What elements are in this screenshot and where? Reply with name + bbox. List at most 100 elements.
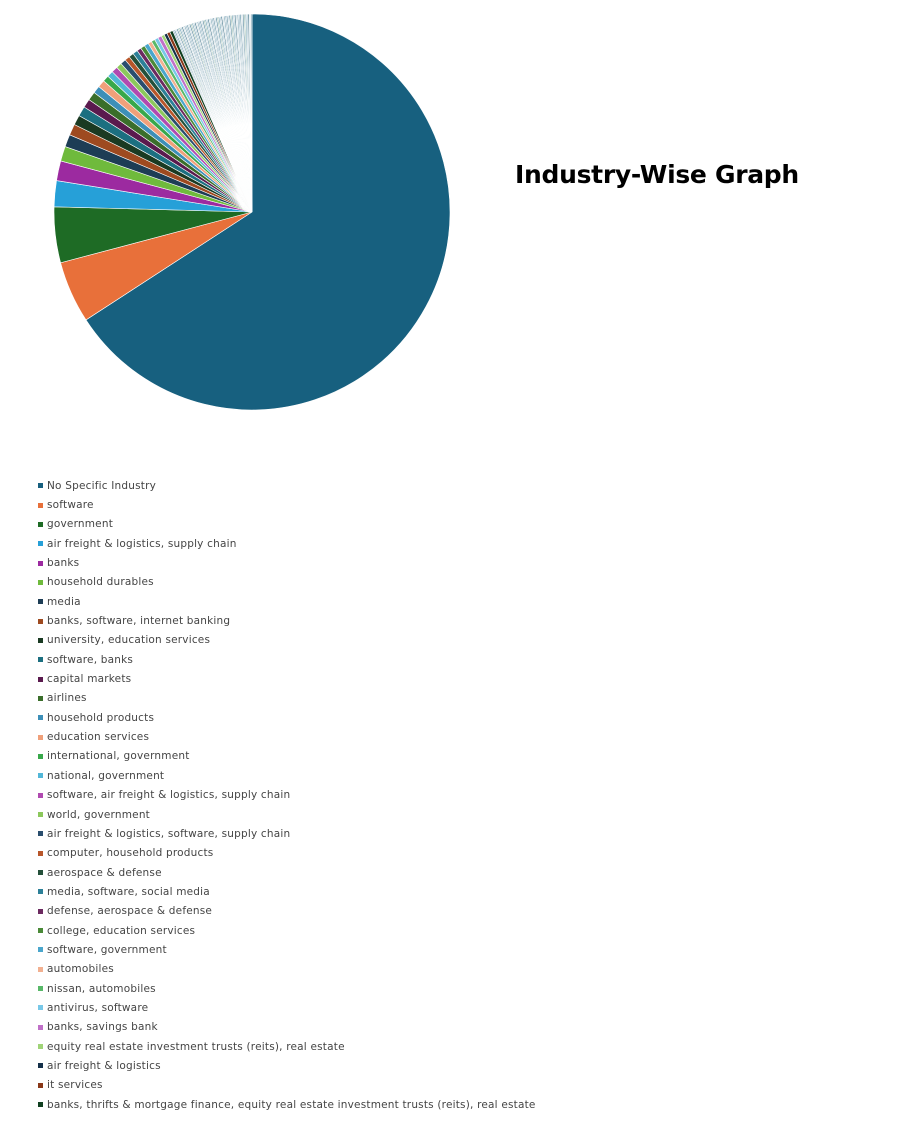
legend-item: banks, software, internet banking [38, 611, 738, 630]
legend-label: air freight & logistics, supply chain [47, 537, 237, 550]
legend-item: banks, thrifts & mortgage finance, equit… [38, 1095, 738, 1114]
legend-item: No Specific Industry [38, 476, 738, 495]
legend-label: automobiles [47, 963, 114, 976]
legend-swatch [38, 889, 43, 895]
legend-item: media, software, social media [38, 882, 738, 901]
legend-item: it services [38, 1076, 738, 1095]
legend-label: software, government [47, 943, 167, 956]
legend-swatch [38, 483, 43, 489]
legend-swatch [38, 1063, 43, 1069]
legend-swatch [38, 560, 43, 566]
legend-label: banks, software, internet banking [47, 615, 231, 628]
legend-item: international, government [38, 747, 738, 766]
legend-swatch [38, 618, 43, 624]
legend-item: university, education services [38, 631, 738, 650]
legend-label: No Specific Industry [47, 479, 157, 492]
legend-swatch [38, 792, 43, 798]
legend-label: banks, savings bank [47, 1021, 158, 1034]
legend-swatch [38, 637, 43, 643]
legend-label: government [47, 518, 114, 531]
chart-title: Industry-Wise Graph [515, 160, 799, 189]
legend-item: defense, aerospace & defense [38, 902, 738, 921]
legend-swatch [38, 986, 43, 992]
legend-swatch [38, 657, 43, 663]
legend-swatch [38, 521, 43, 527]
legend-item: national, government [38, 766, 738, 785]
legend-item: household durables [38, 573, 738, 592]
legend-label: household durables [47, 576, 154, 589]
pie-slice-other-60 [250, 13, 253, 213]
legend-label: education services [47, 731, 150, 744]
legend-label: international, government [47, 750, 190, 763]
legend-label: it services [47, 1079, 103, 1092]
legend-label: computer, household products [47, 847, 214, 860]
legend-label: airlines [47, 692, 87, 705]
legend-swatch [38, 1024, 43, 1030]
legend-item: antivirus, software [38, 998, 738, 1017]
legend-item: equity real estate investment trusts (re… [38, 1037, 738, 1056]
legend-label: nissan, automobiles [47, 982, 156, 995]
legend-swatch [38, 502, 43, 508]
legend-label: air freight & logistics, software, suppl… [47, 827, 291, 840]
legend-label: air freight & logistics [47, 1059, 161, 1072]
legend-label: software, air freight & logistics, suppl… [47, 789, 291, 802]
legend-label: world, government [47, 808, 150, 821]
legend-swatch [38, 541, 43, 547]
legend-item: education services [38, 727, 738, 746]
legend-swatch [38, 947, 43, 953]
legend-item: capital markets [38, 669, 738, 688]
legend-item: government [38, 515, 738, 534]
legend-swatch [38, 715, 43, 721]
legend-label: aerospace & defense [47, 866, 162, 879]
legend-item: household products [38, 708, 738, 727]
legend-swatch [38, 966, 43, 972]
legend-item: software [38, 495, 738, 514]
pie-chart [53, 13, 451, 411]
legend-label: household products [47, 711, 155, 724]
legend-item: computer, household products [38, 844, 738, 863]
legend-swatch [38, 1044, 43, 1050]
legend-item: banks, savings bank [38, 1018, 738, 1037]
legend-swatch [38, 870, 43, 876]
legend-item: automobiles [38, 960, 738, 979]
legend-item: college, education services [38, 921, 738, 940]
legend-item: media [38, 592, 738, 611]
legend-swatch [38, 831, 43, 837]
legend-label: software, banks [47, 653, 134, 666]
legend-swatch [38, 908, 43, 914]
legend-swatch [38, 734, 43, 740]
chart-legend: No Specific Industry software government ai… [38, 476, 738, 1114]
legend-label: banks, thrifts & mortgage finance, equit… [47, 1098, 536, 1111]
pie-slice-1 [85, 13, 451, 411]
legend-swatch [38, 1082, 43, 1088]
legend-swatch [38, 812, 43, 818]
legend-item: air freight & logistics [38, 1056, 738, 1075]
legend-label: university, education services [47, 634, 211, 647]
legend-item: software, banks [38, 650, 738, 669]
legend-label: antivirus, software [47, 1001, 149, 1014]
legend-item: air freight & logistics, supply chain [38, 534, 738, 553]
legend-swatch [38, 599, 43, 605]
legend-swatch [38, 695, 43, 701]
legend-item: airlines [38, 689, 738, 708]
legend-item: world, government [38, 805, 738, 824]
legend-item: software, government [38, 940, 738, 959]
legend-swatch [38, 928, 43, 934]
legend-swatch [38, 1102, 43, 1108]
legend-item: software, air freight & logistics, suppl… [38, 786, 738, 805]
legend-swatch [38, 850, 43, 856]
legend-item: aerospace & defense [38, 863, 738, 882]
legend-swatch [38, 676, 43, 682]
legend-swatch [38, 579, 43, 585]
legend-swatch [38, 1005, 43, 1011]
legend-label: media [47, 595, 81, 608]
legend-label: software [47, 499, 94, 512]
legend-label: national, government [47, 769, 165, 782]
legend-label: media, software, social media [47, 885, 210, 898]
legend-label: equity real estate investment trusts (re… [47, 1040, 345, 1053]
legend-swatch [38, 773, 43, 779]
legend-label: capital markets [47, 673, 132, 686]
legend-item: air freight & logistics, software, suppl… [38, 824, 738, 843]
legend-swatch [38, 753, 43, 759]
legend-label: college, education services [47, 924, 196, 937]
